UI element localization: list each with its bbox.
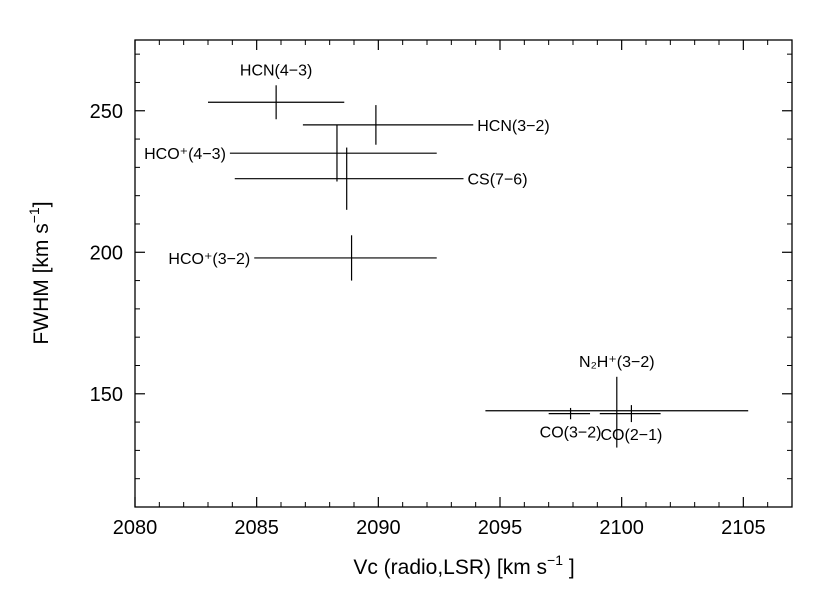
x-tick-label: 2085: [234, 517, 279, 539]
data-point: CO(3−2): [540, 407, 602, 441]
x-axis-label: Vc (radio,LSR) [km s−1 ]: [353, 552, 574, 579]
x-tick-label: 2105: [721, 517, 766, 539]
data-point: CS(7−6): [234, 147, 528, 210]
x-tick-label: 2080: [113, 517, 158, 539]
point-label: HCO⁺(4−3): [144, 146, 226, 163]
x-tick-label: 2100: [599, 517, 644, 539]
y-tick-label: 250: [90, 101, 123, 123]
data-point: HCO⁺(3−2): [168, 235, 437, 281]
y-axis-label: FWHM [km s−1]: [26, 201, 53, 344]
point-label: CO(3−2): [540, 424, 602, 441]
x-tick-label: 2090: [356, 517, 401, 539]
plot-frame: [134, 39, 793, 508]
point-label: CO(2−1): [601, 427, 663, 444]
point-label: CS(7−6): [468, 172, 528, 189]
point-label: HCN(4−3): [240, 62, 312, 79]
data-point: N₂H⁺(3−2): [485, 354, 749, 448]
data-point: CO(2−1): [599, 405, 663, 444]
axis-ticks: 2080 2085 2090 2095 2100 2105 150 200 250: [90, 40, 793, 539]
data-points: HCN(4−3) HCN(3−2) HCO⁺(4−3) CS(7−6) HCO⁺(3−2…: [144, 62, 749, 448]
y-tick-label: 150: [90, 384, 123, 406]
data-point: HCN(3−2): [302, 105, 550, 145]
data-point: HCO⁺(4−3): [144, 124, 437, 182]
point-label: N₂H⁺(3−2): [579, 354, 655, 371]
point-label: HCN(3−2): [477, 118, 549, 135]
x-tick-label: 2095: [478, 517, 523, 539]
point-label: HCO⁺(3−2): [168, 251, 250, 268]
data-point: HCN(4−3): [208, 62, 345, 120]
y-tick-label: 200: [90, 242, 123, 264]
